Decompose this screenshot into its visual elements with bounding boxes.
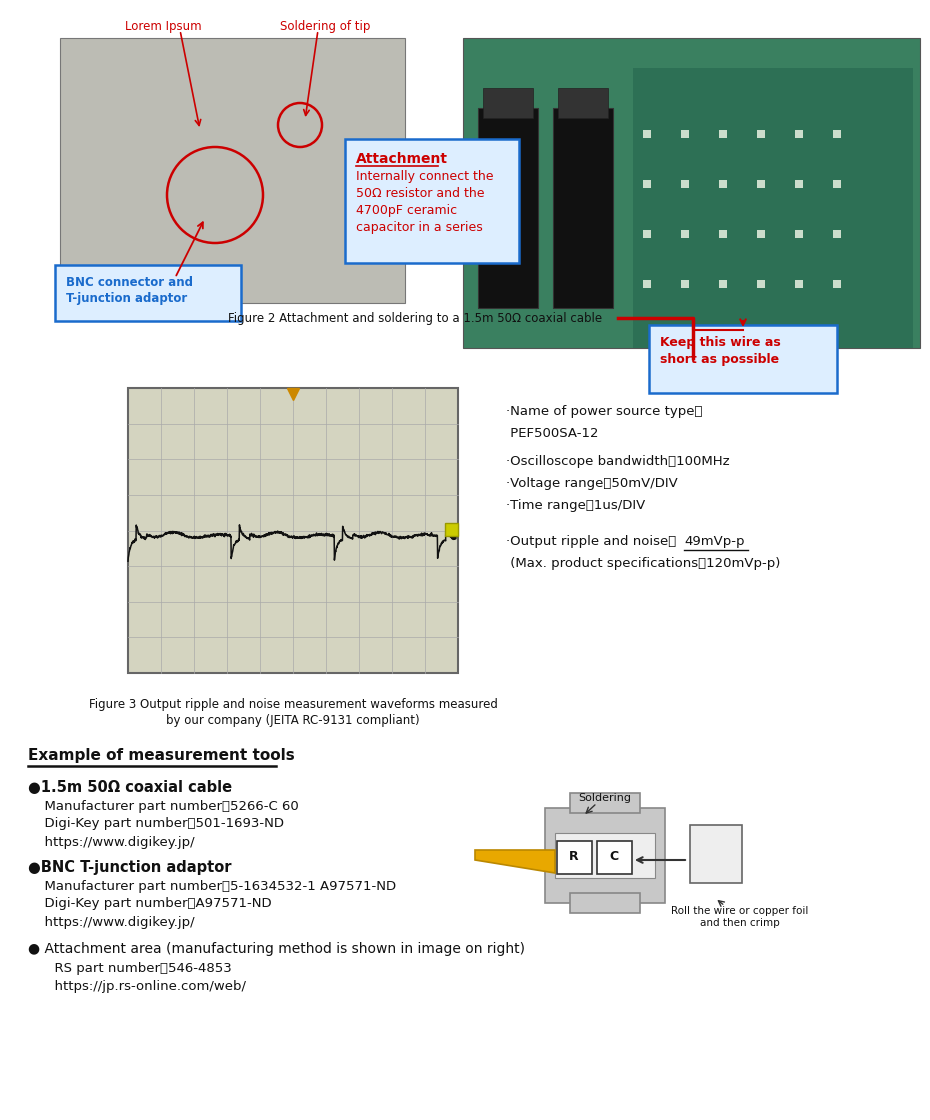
FancyBboxPatch shape — [681, 180, 689, 188]
FancyBboxPatch shape — [757, 230, 765, 239]
Text: Manufacturer part number：5266-C 60: Manufacturer part number：5266-C 60 — [36, 800, 299, 813]
FancyBboxPatch shape — [795, 280, 803, 288]
FancyBboxPatch shape — [643, 130, 651, 138]
FancyBboxPatch shape — [483, 88, 533, 118]
Text: Manufacturer part number：5-1634532-1 A97571-ND: Manufacturer part number：5-1634532-1 A97… — [36, 880, 396, 893]
Text: RS part number：546-4853: RS part number：546-4853 — [46, 962, 232, 976]
FancyBboxPatch shape — [757, 280, 765, 288]
Text: Keep this wire as
short as possible: Keep this wire as short as possible — [660, 336, 781, 366]
Text: ·Voltage range：50mV/DIV: ·Voltage range：50mV/DIV — [506, 477, 678, 491]
FancyBboxPatch shape — [555, 833, 655, 878]
Text: 49mVp-p: 49mVp-p — [684, 535, 745, 548]
Text: https://www.digikey.jp/: https://www.digikey.jp/ — [36, 836, 194, 849]
FancyBboxPatch shape — [478, 108, 538, 308]
Text: ·Oscilloscope bandwidth：100MHz: ·Oscilloscope bandwidth：100MHz — [506, 455, 730, 468]
FancyBboxPatch shape — [345, 139, 519, 263]
Text: Example of measurement tools: Example of measurement tools — [28, 748, 295, 763]
FancyBboxPatch shape — [570, 893, 640, 913]
Text: ·Name of power source type：: ·Name of power source type： — [506, 405, 702, 418]
Text: Figure 3 Output ripple and noise measurement waveforms measured: Figure 3 Output ripple and noise measure… — [88, 698, 498, 711]
Text: Figure 2 Attachment and soldering to a 1.5m 50Ω coaxial cable: Figure 2 Attachment and soldering to a 1… — [228, 312, 602, 325]
Text: ● Attachment area (manufacturing method is shown in image on right): ● Attachment area (manufacturing method … — [28, 942, 525, 956]
FancyBboxPatch shape — [833, 130, 841, 138]
Text: ●BNC T-junction adaptor: ●BNC T-junction adaptor — [28, 860, 232, 875]
FancyBboxPatch shape — [557, 841, 592, 874]
FancyBboxPatch shape — [757, 130, 765, 138]
Polygon shape — [475, 850, 555, 872]
FancyBboxPatch shape — [719, 230, 727, 239]
FancyBboxPatch shape — [633, 68, 913, 348]
FancyBboxPatch shape — [558, 88, 608, 118]
FancyBboxPatch shape — [833, 230, 841, 239]
FancyBboxPatch shape — [795, 130, 803, 138]
FancyBboxPatch shape — [719, 180, 727, 188]
FancyBboxPatch shape — [719, 130, 727, 138]
FancyBboxPatch shape — [445, 523, 458, 536]
FancyBboxPatch shape — [553, 108, 613, 308]
Text: Lorem Ipsum: Lorem Ipsum — [125, 20, 201, 32]
Text: Soldering: Soldering — [578, 793, 631, 803]
FancyBboxPatch shape — [643, 230, 651, 239]
Text: BNC connector and
T-junction adaptor: BNC connector and T-junction adaptor — [66, 276, 193, 305]
FancyBboxPatch shape — [795, 180, 803, 188]
Text: by our company (JEITA RC-9131 compliant): by our company (JEITA RC-9131 compliant) — [166, 715, 419, 727]
FancyBboxPatch shape — [690, 825, 742, 883]
FancyBboxPatch shape — [128, 388, 458, 673]
FancyBboxPatch shape — [60, 38, 405, 304]
Text: ·Output ripple and noise：: ·Output ripple and noise： — [506, 535, 676, 548]
Text: https://www.digikey.jp/: https://www.digikey.jp/ — [36, 916, 194, 928]
FancyBboxPatch shape — [55, 265, 241, 321]
Text: Digi-Key part number：A97571-ND: Digi-Key part number：A97571-ND — [36, 897, 272, 909]
FancyBboxPatch shape — [643, 280, 651, 288]
FancyBboxPatch shape — [545, 808, 665, 903]
FancyBboxPatch shape — [681, 280, 689, 288]
FancyBboxPatch shape — [643, 180, 651, 188]
Text: Internally connect the
50Ω resistor and the
4700pF ceramic
capacitor in a series: Internally connect the 50Ω resistor and … — [356, 170, 494, 234]
Text: Soldering of tip: Soldering of tip — [280, 20, 370, 32]
Text: (Max. product specifications：120mVp-p): (Max. product specifications：120mVp-p) — [506, 557, 780, 570]
FancyBboxPatch shape — [597, 841, 632, 874]
FancyBboxPatch shape — [681, 130, 689, 138]
Text: https://jp.rs-online.com/web/: https://jp.rs-online.com/web/ — [46, 980, 246, 993]
FancyBboxPatch shape — [833, 280, 841, 288]
FancyBboxPatch shape — [681, 230, 689, 239]
FancyBboxPatch shape — [833, 180, 841, 188]
Text: Digi-Key part number：501-1693-ND: Digi-Key part number：501-1693-ND — [36, 816, 284, 830]
FancyBboxPatch shape — [649, 325, 837, 393]
Text: R: R — [569, 850, 578, 864]
FancyBboxPatch shape — [795, 230, 803, 239]
FancyBboxPatch shape — [463, 38, 920, 348]
Text: ·Time range：1us/DIV: ·Time range：1us/DIV — [506, 500, 645, 512]
FancyBboxPatch shape — [570, 793, 640, 813]
Text: Roll the wire or copper foil
and then crimp: Roll the wire or copper foil and then cr… — [671, 906, 809, 928]
Text: PEF500SA-12: PEF500SA-12 — [506, 427, 599, 440]
Text: C: C — [609, 850, 618, 864]
Text: ●1.5m 50Ω coaxial cable: ●1.5m 50Ω coaxial cable — [28, 780, 232, 795]
Text: Attachment: Attachment — [356, 152, 448, 166]
FancyBboxPatch shape — [757, 180, 765, 188]
FancyBboxPatch shape — [719, 280, 727, 288]
